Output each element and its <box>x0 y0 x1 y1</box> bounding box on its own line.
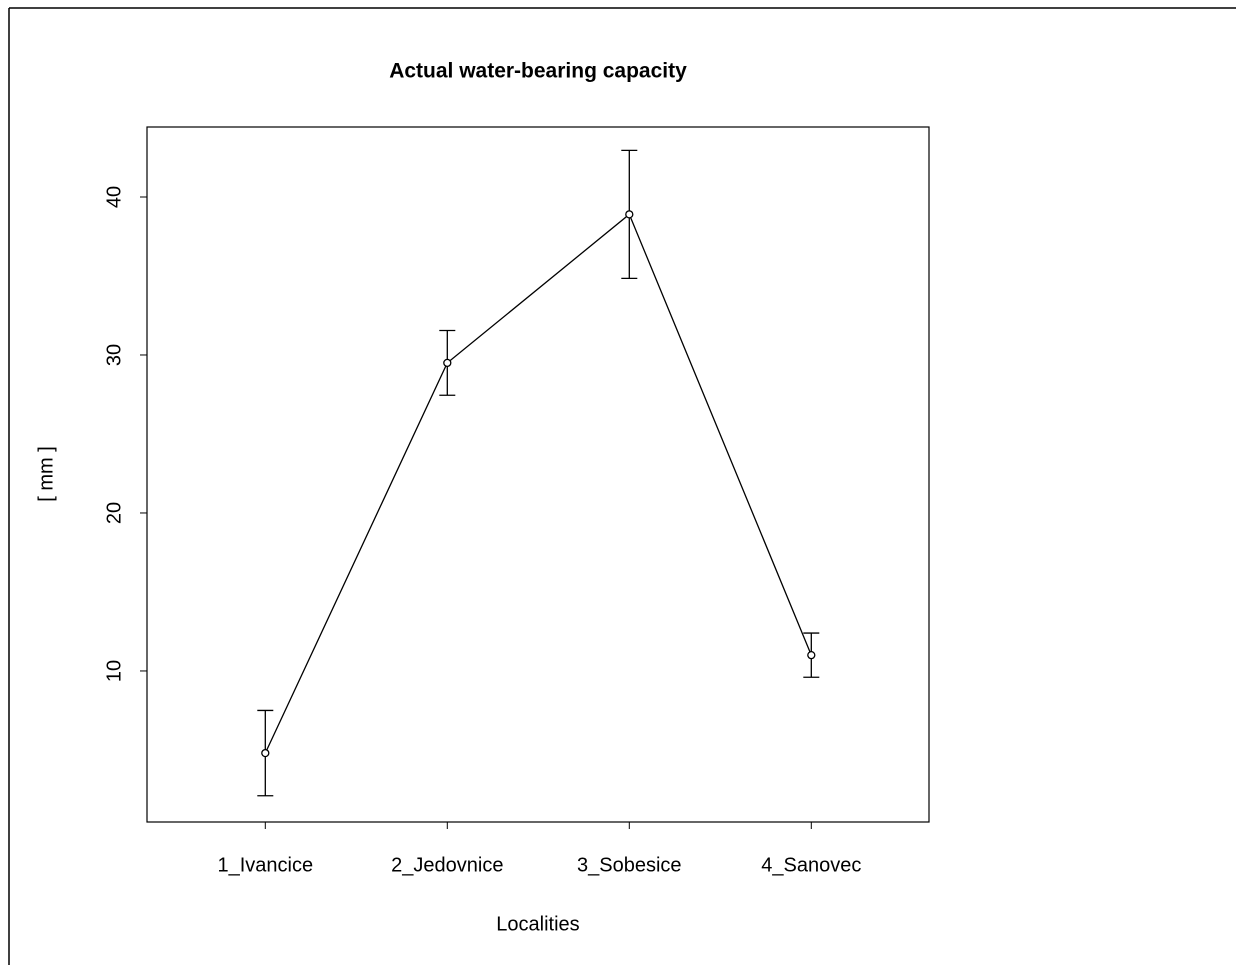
plot-box <box>146 126 930 823</box>
y-tick-label: 10 <box>103 660 125 682</box>
point <box>443 358 452 368</box>
point <box>625 210 634 219</box>
y-axis-label: [ mm ] <box>35 446 57 502</box>
x-tick-label: 1_Ivancice <box>217 854 313 876</box>
x-axis-label: Localities <box>496 913 579 935</box>
series-line <box>264 213 812 754</box>
x-tick-label: 2_Jedovnice <box>391 854 503 876</box>
point <box>261 748 270 758</box>
y-tick-label: 40 <box>103 186 125 208</box>
x-tick-label: 4_Sanovec <box>761 854 861 876</box>
x-tick-label: 3_Sobesice <box>577 854 682 876</box>
chart-title: Actual water-bearing capacity <box>389 60 687 83</box>
y-tick-label: 20 <box>103 502 125 524</box>
point <box>807 651 816 660</box>
y-tick-label: 30 <box>103 344 125 366</box>
